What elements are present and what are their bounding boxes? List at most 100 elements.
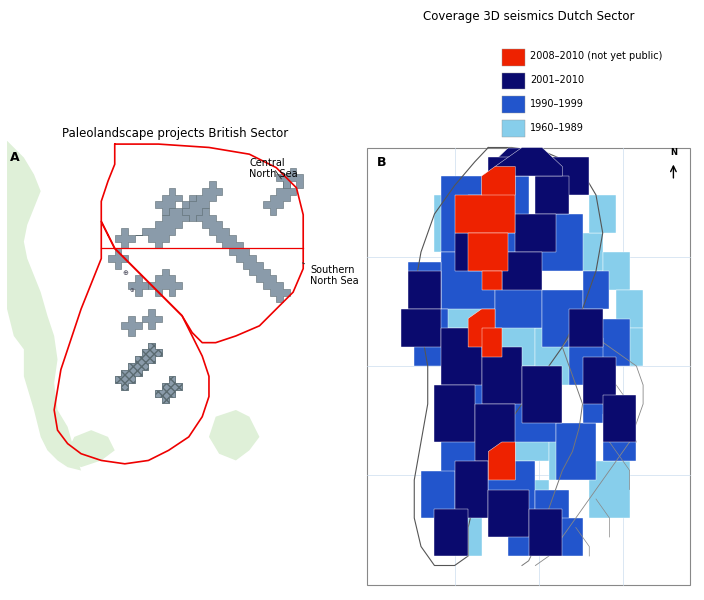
- Polygon shape: [455, 176, 515, 233]
- Polygon shape: [142, 309, 162, 329]
- Bar: [502, 120, 525, 137]
- Polygon shape: [455, 461, 489, 518]
- Polygon shape: [468, 195, 515, 233]
- Polygon shape: [209, 410, 260, 460]
- Polygon shape: [455, 233, 502, 271]
- Bar: [502, 73, 525, 89]
- Polygon shape: [522, 366, 562, 423]
- Text: N: N: [670, 148, 677, 157]
- Polygon shape: [536, 176, 569, 214]
- Polygon shape: [474, 404, 515, 461]
- Polygon shape: [441, 366, 495, 442]
- Polygon shape: [482, 166, 515, 195]
- Polygon shape: [455, 442, 508, 518]
- Polygon shape: [434, 509, 468, 556]
- Polygon shape: [536, 490, 569, 537]
- Polygon shape: [508, 480, 549, 537]
- Polygon shape: [468, 233, 508, 271]
- Polygon shape: [149, 269, 182, 296]
- Polygon shape: [441, 252, 495, 309]
- Polygon shape: [482, 309, 536, 366]
- Polygon shape: [582, 376, 616, 423]
- Polygon shape: [555, 423, 596, 480]
- Polygon shape: [182, 181, 222, 221]
- Title: Coverage 3D seismics Dutch Sector: Coverage 3D seismics Dutch Sector: [423, 10, 634, 23]
- Polygon shape: [155, 376, 182, 403]
- Polygon shape: [489, 442, 515, 480]
- Polygon shape: [495, 271, 542, 328]
- Polygon shape: [401, 309, 441, 347]
- Polygon shape: [482, 271, 502, 290]
- Polygon shape: [569, 309, 603, 347]
- Text: ⊕: ⊕: [122, 271, 127, 277]
- Bar: [502, 49, 525, 65]
- Text: Central
North Sea: Central North Sea: [249, 158, 298, 179]
- Polygon shape: [155, 376, 182, 403]
- Text: ⊕: ⊕: [130, 288, 134, 293]
- Polygon shape: [482, 347, 522, 404]
- Polygon shape: [115, 228, 135, 248]
- Polygon shape: [441, 423, 489, 480]
- Bar: [502, 97, 525, 113]
- Polygon shape: [135, 194, 290, 302]
- Polygon shape: [536, 328, 576, 385]
- Polygon shape: [549, 157, 589, 195]
- Polygon shape: [582, 356, 616, 404]
- Polygon shape: [589, 195, 616, 233]
- Polygon shape: [434, 271, 482, 328]
- Text: 2008–2010 (not yet public): 2008–2010 (not yet public): [530, 51, 662, 61]
- Polygon shape: [434, 385, 474, 442]
- Polygon shape: [603, 252, 629, 290]
- Polygon shape: [441, 176, 529, 252]
- Polygon shape: [276, 167, 303, 188]
- Polygon shape: [582, 271, 610, 309]
- Polygon shape: [603, 395, 636, 442]
- Polygon shape: [115, 343, 162, 390]
- Polygon shape: [408, 262, 441, 309]
- Polygon shape: [508, 518, 549, 556]
- Text: 1990–1999: 1990–1999: [530, 99, 584, 109]
- Polygon shape: [441, 328, 482, 385]
- Polygon shape: [455, 356, 508, 423]
- Polygon shape: [122, 316, 142, 336]
- Polygon shape: [529, 509, 562, 556]
- Polygon shape: [529, 214, 582, 271]
- Text: 1960–1989: 1960–1989: [530, 122, 584, 133]
- Text: A: A: [11, 151, 20, 164]
- Polygon shape: [495, 385, 549, 461]
- Polygon shape: [434, 195, 515, 252]
- Polygon shape: [7, 141, 81, 470]
- Polygon shape: [441, 499, 482, 556]
- Polygon shape: [515, 214, 562, 252]
- Polygon shape: [468, 309, 495, 347]
- Polygon shape: [489, 490, 529, 537]
- Polygon shape: [508, 385, 555, 442]
- Text: Southern
North Sea: Southern North Sea: [303, 263, 358, 286]
- Polygon shape: [408, 271, 441, 309]
- Polygon shape: [489, 157, 529, 176]
- Polygon shape: [549, 518, 582, 556]
- Polygon shape: [482, 328, 502, 356]
- Polygon shape: [616, 328, 643, 366]
- Polygon shape: [108, 248, 128, 269]
- Text: B: B: [377, 157, 386, 169]
- Polygon shape: [589, 461, 629, 518]
- Polygon shape: [603, 413, 636, 461]
- Polygon shape: [542, 290, 582, 347]
- Polygon shape: [562, 233, 603, 271]
- Polygon shape: [115, 343, 162, 390]
- Polygon shape: [421, 470, 455, 518]
- Text: 2001–2010: 2001–2010: [530, 75, 584, 85]
- Polygon shape: [128, 275, 149, 296]
- Polygon shape: [489, 148, 529, 166]
- Polygon shape: [549, 423, 589, 480]
- Polygon shape: [515, 214, 555, 252]
- Polygon shape: [502, 252, 542, 290]
- Polygon shape: [596, 319, 629, 366]
- Polygon shape: [495, 148, 562, 176]
- Polygon shape: [263, 181, 296, 215]
- Bar: [367, 148, 690, 584]
- Polygon shape: [616, 290, 643, 328]
- Polygon shape: [414, 309, 448, 366]
- Polygon shape: [569, 337, 603, 385]
